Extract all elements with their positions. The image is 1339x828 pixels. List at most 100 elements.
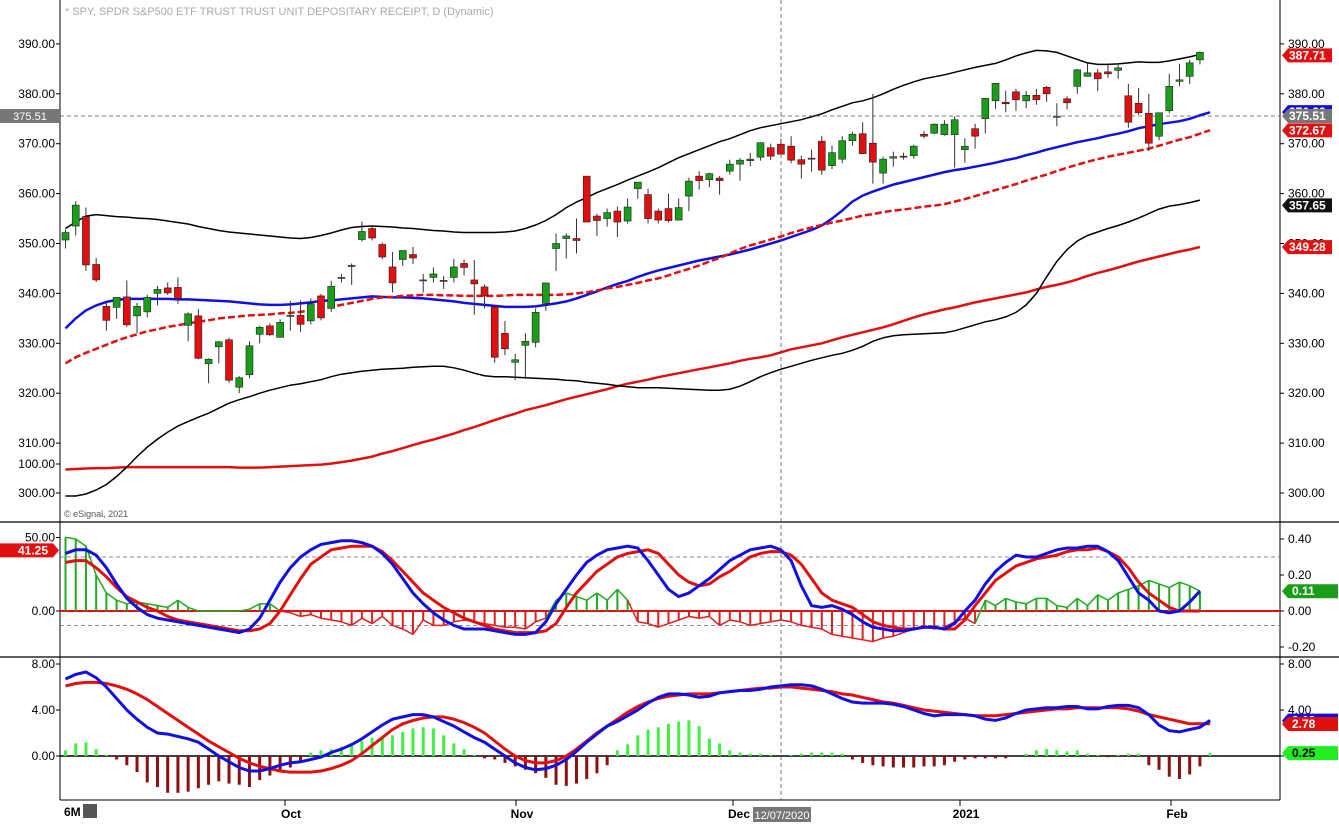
osc-histogram-bar: [371, 611, 384, 625]
candle: [1196, 51, 1204, 65]
candle: [1032, 88, 1041, 105]
osc-histogram-bar: [708, 611, 721, 626]
osc-tick-label-left: 100.00: [18, 457, 55, 471]
osc-tick-label-left: 0.00: [32, 604, 56, 618]
svg-text:375.51: 375.51: [1289, 109, 1326, 123]
osc-histogram-bar: [331, 611, 343, 623]
candle: [184, 312, 192, 342]
y-tick-label-left: 350.00: [18, 237, 55, 251]
candle: [429, 267, 438, 283]
osc-histogram-bar: [1005, 597, 1017, 611]
candle: [705, 172, 714, 188]
candle: [981, 97, 990, 134]
candle: [644, 188, 652, 224]
candle: [92, 257, 100, 282]
osc-histogram-bar: [995, 597, 1007, 611]
candle: [439, 275, 448, 289]
price-value-label: 349.28: [1282, 240, 1332, 255]
candle: [623, 198, 632, 224]
osc-histogram-bar: [606, 588, 619, 611]
candle: [869, 93, 877, 184]
candle: [511, 353, 519, 381]
candle: [552, 233, 560, 271]
candle: [255, 325, 264, 344]
candle: [61, 229, 70, 249]
candle: [1093, 68, 1102, 92]
svg-text:357.65: 357.65: [1289, 198, 1326, 212]
candle: [961, 138, 969, 163]
candle: [133, 302, 141, 334]
macd-line: [64, 670, 1211, 773]
candle: [215, 340, 223, 364]
candle: [112, 297, 121, 319]
osc-histogram-bar: [320, 611, 333, 621]
candle: [123, 280, 131, 327]
osc-histogram-bar: [484, 611, 496, 627]
candle: [1114, 64, 1122, 79]
candle: [327, 280, 336, 312]
candle: [940, 120, 949, 136]
osc-histogram-bar: [974, 599, 987, 624]
osc-histogram-bar: [300, 611, 312, 618]
osc-tick-label-right: -0.20: [1288, 640, 1316, 654]
osc-line: [65, 539, 1201, 636]
osc-histogram-bar: [688, 611, 701, 619]
candle: [1042, 85, 1051, 102]
osc-histogram-bar: [576, 595, 588, 611]
osc-histogram-bar: [1179, 581, 1191, 611]
candle: [490, 305, 499, 363]
macd-tick-label-right: 4.00: [1288, 703, 1312, 717]
osc-histogram-bar: [1117, 588, 1130, 611]
period-label[interactable]: 6M: [64, 805, 81, 819]
osc-histogram-bar: [310, 611, 322, 619]
osc-histogram-bar: [811, 611, 823, 630]
osc-histogram-bar: [504, 611, 517, 628]
osc-histogram-bar: [750, 611, 762, 627]
candle: [317, 293, 325, 321]
osc-histogram-bar: [412, 611, 425, 635]
candle: [1073, 68, 1082, 94]
candle: [1134, 87, 1143, 115]
osc-histogram-bar: [402, 611, 414, 636]
crosshair-date-label: 12/07/2020: [754, 810, 809, 822]
candle: [920, 131, 928, 139]
candle: [807, 149, 816, 172]
candle: [71, 201, 80, 236]
candle: [971, 123, 979, 149]
candle: [82, 207, 90, 271]
osc-histogram-bar: [596, 592, 609, 611]
candle: [194, 308, 203, 360]
candle: [245, 341, 254, 379]
candle: [1165, 73, 1174, 114]
period-toggle-icon[interactable]: [83, 804, 97, 818]
y-tick-label-left: 390.00: [18, 37, 55, 51]
candle: [685, 177, 693, 212]
candle: [572, 218, 581, 254]
y-tick-label-left: 380.00: [18, 87, 55, 101]
candle: [337, 273, 346, 283]
candle: [838, 136, 847, 164]
macd-tick-label-left: 0.00: [32, 749, 56, 763]
x-tick-label: 2021: [953, 807, 980, 821]
osc-histogram-bar: [249, 603, 261, 611]
osc-histogram-bar: [760, 611, 772, 625]
candle: [174, 277, 182, 304]
x-tick-label: Dec: [728, 807, 750, 821]
y-tick-label-right: 320.00: [1288, 386, 1325, 400]
candle: [848, 131, 857, 146]
candle: [634, 181, 642, 199]
macd-tick-label-left: 8.00: [32, 657, 56, 671]
candle: [715, 176, 724, 195]
price-overlay-line: [65, 49, 1201, 240]
osc-histogram-bar: [1046, 597, 1058, 611]
osc-histogram-bar: [626, 599, 639, 623]
candle: [1155, 112, 1163, 141]
candle: [501, 320, 509, 356]
candle: [593, 213, 601, 237]
macd-value-label: 0.25: [1282, 746, 1338, 761]
candle: [603, 208, 611, 227]
candle: [1104, 63, 1112, 78]
